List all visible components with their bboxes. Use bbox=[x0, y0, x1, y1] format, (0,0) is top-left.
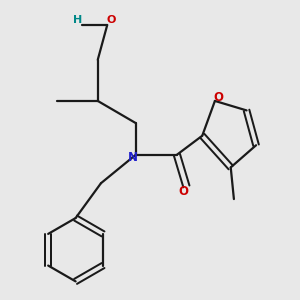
Text: O: O bbox=[213, 91, 223, 103]
Text: N: N bbox=[128, 151, 138, 164]
Text: O: O bbox=[106, 15, 116, 25]
Text: H: H bbox=[73, 15, 82, 25]
Text: O: O bbox=[178, 185, 188, 198]
